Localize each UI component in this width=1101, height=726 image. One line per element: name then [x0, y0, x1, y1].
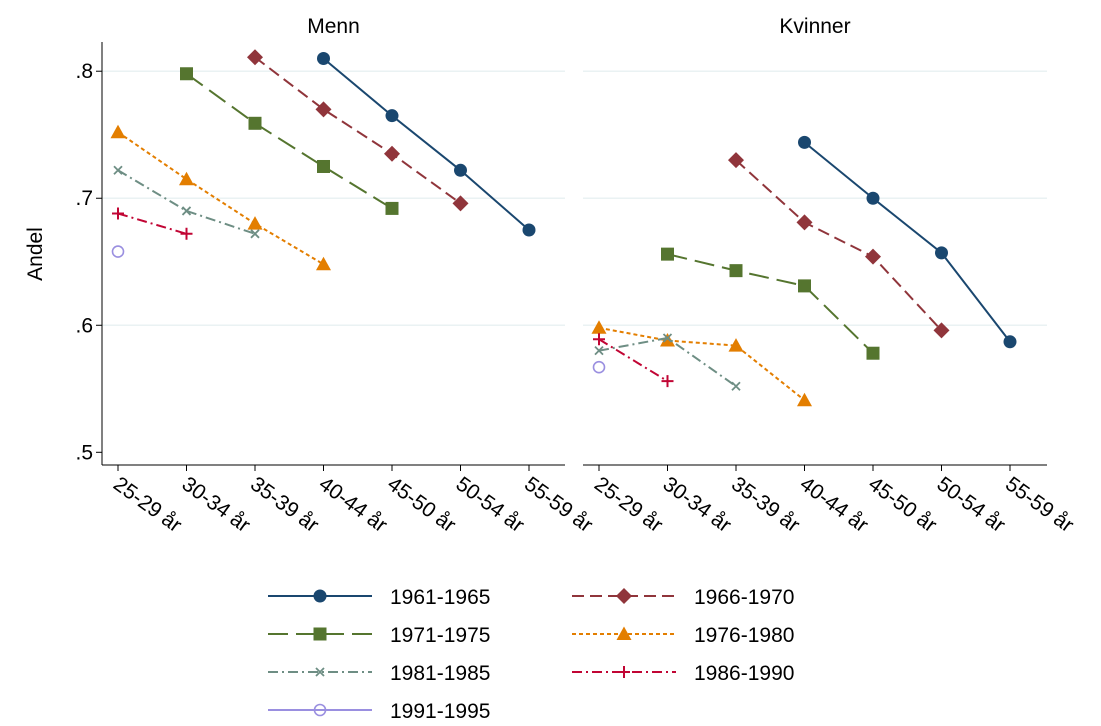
marker — [592, 360, 606, 374]
marker — [728, 152, 744, 169]
marker — [248, 116, 262, 130]
marker — [385, 109, 399, 123]
y-axis-title: Andel — [24, 227, 47, 281]
y-tick-label: .5 — [75, 441, 93, 464]
marker — [866, 346, 880, 360]
x-tick-label: 45-50 år — [864, 472, 941, 537]
marker — [250, 229, 260, 239]
marker — [384, 145, 400, 162]
marker — [662, 333, 673, 343]
marker — [385, 201, 399, 215]
x-tick-label: 35-39 år — [246, 472, 323, 537]
x-tick-label: 40-44 år — [796, 472, 873, 537]
legend-marker — [618, 666, 630, 678]
marker — [112, 207, 124, 220]
x-tick-label: 30-34 år — [659, 472, 736, 537]
marker — [594, 346, 604, 356]
x-tick-label: 40-44 år — [315, 472, 392, 537]
x-tick-label: 45-50 år — [383, 472, 460, 537]
x-tick-label: 50-54 år — [452, 472, 529, 537]
marker — [866, 191, 880, 205]
series-line — [254, 56, 462, 205]
legend-marker — [313, 627, 327, 641]
marker — [660, 333, 675, 347]
panel-title: Kvinner — [779, 15, 850, 38]
marker — [591, 320, 607, 334]
marker — [113, 165, 123, 175]
series-line — [117, 131, 325, 266]
marker — [731, 381, 741, 391]
marker — [110, 124, 126, 139]
legend-label: 1991-1995 — [390, 700, 490, 723]
legend-label: 1961-1965 — [390, 586, 490, 609]
marker — [798, 135, 811, 149]
marker — [454, 163, 467, 177]
x-tick-label: 50-54 år — [933, 472, 1010, 537]
series-line — [803, 141, 1011, 343]
marker — [452, 195, 469, 212]
series-line — [598, 326, 806, 401]
legend-marker — [313, 589, 327, 603]
marker — [247, 49, 263, 66]
legend-label: 1981-1985 — [390, 662, 490, 685]
y-tick-label: .7 — [75, 187, 93, 210]
marker — [661, 375, 674, 388]
marker — [933, 322, 950, 339]
series-line — [322, 57, 530, 231]
marker — [247, 216, 263, 230]
x-tick-label: 25-29 år — [109, 472, 186, 537]
marker — [317, 52, 330, 66]
x-tick-label: 35-39 år — [727, 472, 804, 537]
marker — [728, 338, 744, 352]
marker — [1003, 335, 1017, 349]
marker — [315, 101, 332, 118]
marker — [798, 279, 811, 293]
series-line — [735, 159, 943, 332]
series-line — [117, 212, 187, 235]
marker — [317, 159, 330, 173]
marker — [316, 256, 331, 271]
marker — [796, 214, 813, 231]
marker — [593, 333, 605, 346]
y-tick-label: .8 — [75, 60, 93, 83]
x-tick-label: 55-59 år — [520, 472, 597, 537]
marker — [729, 264, 743, 278]
marker — [522, 223, 536, 237]
marker — [111, 245, 125, 258]
series-line — [185, 72, 393, 210]
marker — [180, 227, 193, 240]
series-line — [667, 253, 874, 354]
legend-label: 1971-1975 — [390, 624, 490, 647]
legend-label: 1976-1980 — [694, 624, 794, 647]
series-line — [117, 169, 256, 235]
panel-title: Menn — [307, 15, 360, 38]
legend-marker — [313, 703, 327, 717]
marker — [181, 206, 192, 216]
marker — [180, 67, 193, 81]
legend-label: 1986-1990 — [694, 662, 794, 685]
series-line — [598, 338, 669, 383]
marker — [661, 247, 674, 261]
legend-marker — [315, 667, 325, 677]
x-tick-label: 25-29 år — [590, 472, 667, 537]
legend-label: 1966-1970 — [694, 586, 794, 609]
legend-marker — [616, 626, 632, 640]
marker — [797, 392, 812, 407]
marker — [935, 246, 948, 260]
x-tick-label: 55-59 år — [1001, 472, 1078, 537]
x-tick-label: 30-34 år — [178, 472, 255, 537]
y-tick-label: .6 — [75, 314, 93, 337]
legend-marker — [616, 588, 632, 604]
marker — [179, 171, 194, 186]
marker — [865, 248, 881, 265]
